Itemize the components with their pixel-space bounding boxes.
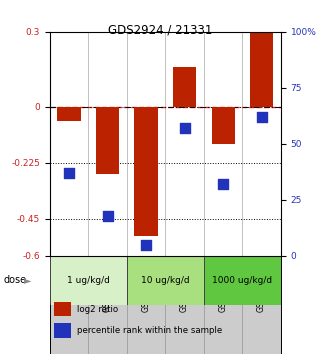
Point (182, 125, 187, 131)
Bar (134, 107, 158, 236)
Text: dose: dose (3, 275, 26, 285)
Bar (54, 324, 71, 338)
FancyBboxPatch shape (204, 256, 281, 305)
FancyBboxPatch shape (127, 256, 204, 305)
Point (259, 114, 264, 120)
Bar (57, 107, 81, 121)
Text: ►: ► (24, 275, 31, 285)
Text: percentile rank within the sample: percentile rank within the sample (77, 326, 223, 336)
Text: 1000 ug/kg/d: 1000 ug/kg/d (212, 276, 273, 285)
Bar (173, 67, 196, 107)
Point (105, 213, 110, 218)
Text: log2 ratio: log2 ratio (77, 304, 119, 314)
FancyBboxPatch shape (50, 256, 127, 305)
Text: 1 ug/kg/d: 1 ug/kg/d (67, 276, 110, 285)
Text: GDS2924 / 21331: GDS2924 / 21331 (108, 23, 213, 36)
Bar (212, 107, 235, 144)
Bar (96, 107, 119, 174)
Text: 10 ug/kg/d: 10 ug/kg/d (141, 276, 190, 285)
Bar (54, 302, 71, 316)
Point (66, 170, 72, 176)
Point (221, 181, 226, 187)
Bar (250, 32, 273, 107)
Point (143, 242, 149, 247)
